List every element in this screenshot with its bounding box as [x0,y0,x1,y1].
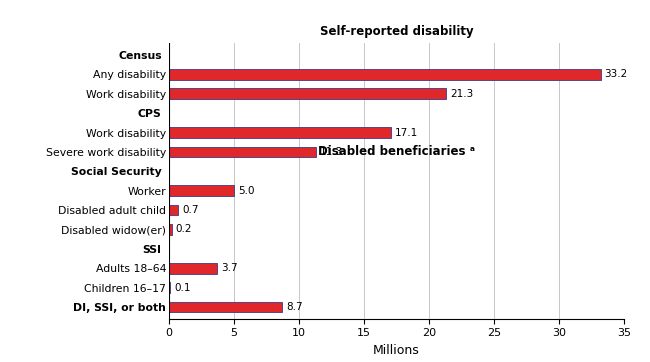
Text: Disabled beneficiaries ᵃ: Disabled beneficiaries ᵃ [318,146,475,159]
Text: 0.7: 0.7 [182,205,198,215]
Text: 0.1: 0.1 [174,283,190,292]
Text: 33.2: 33.2 [604,70,628,79]
Bar [169,88,446,99]
Bar [169,127,391,138]
Text: 0.2: 0.2 [176,224,192,235]
Text: 8.7: 8.7 [286,302,303,312]
Text: 21.3: 21.3 [450,89,473,99]
Bar [169,185,234,196]
Text: 3.7: 3.7 [221,263,238,273]
X-axis label: Millions: Millions [373,344,420,357]
Bar [169,302,282,312]
Bar [169,69,601,80]
Bar [169,263,217,274]
Bar [169,147,316,157]
Text: 5.0: 5.0 [238,186,254,196]
Text: Self-reported disability: Self-reported disability [320,25,473,38]
Bar [169,282,170,293]
Bar [169,224,172,235]
Bar [169,205,178,215]
Text: 17.1: 17.1 [395,127,419,138]
Text: 11.3: 11.3 [320,147,343,157]
